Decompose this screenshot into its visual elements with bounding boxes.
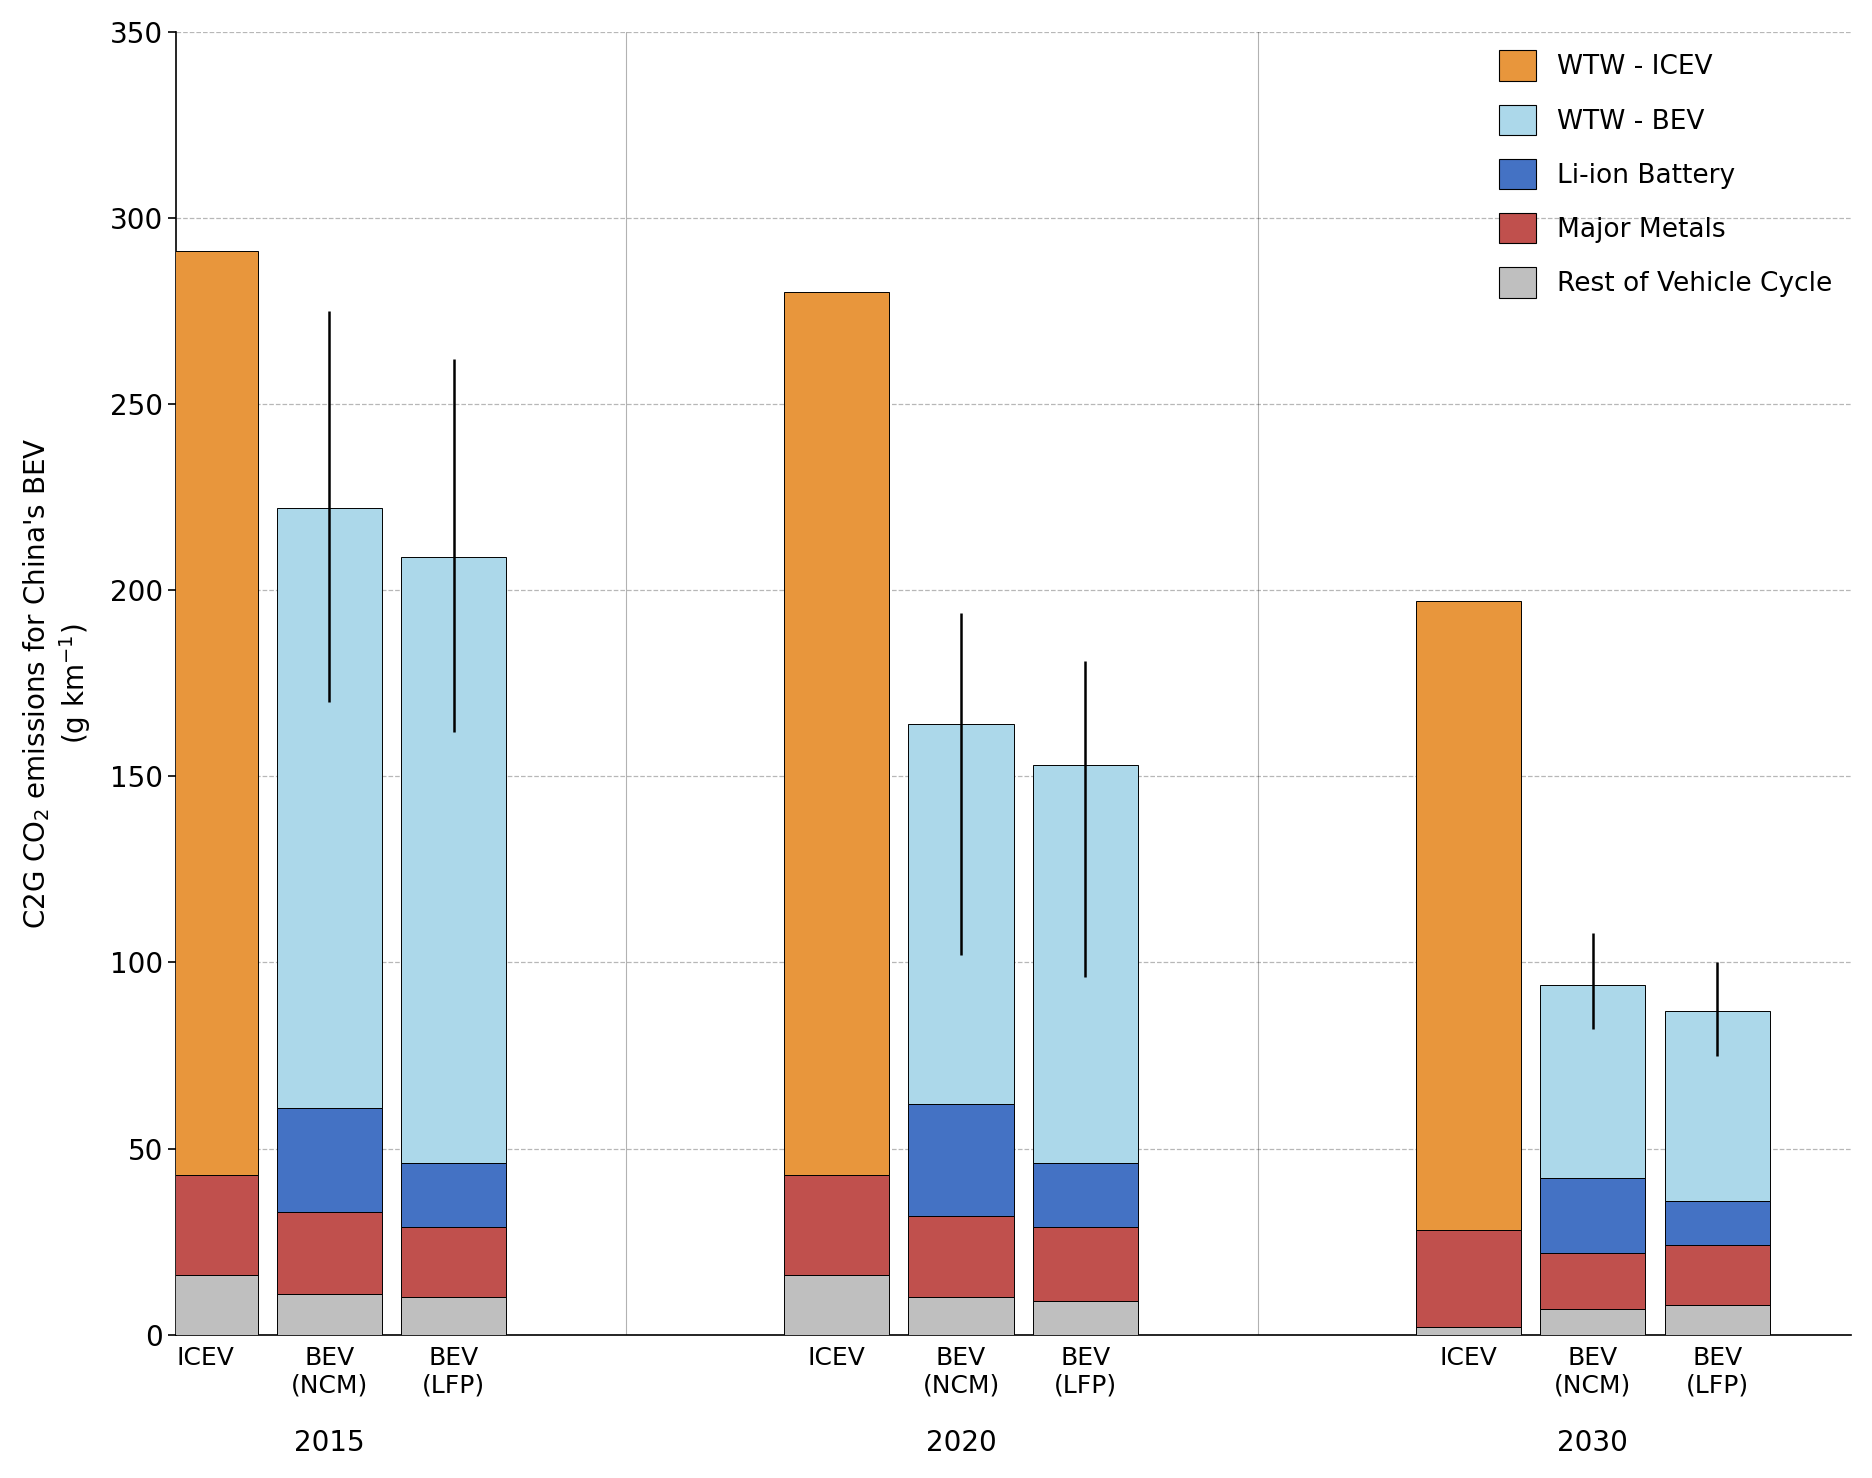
Bar (1541, 1253, 1645, 1308)
Bar (401, 1227, 507, 1298)
Bar (1664, 1246, 1769, 1305)
Legend: WTW - ICEV, WTW - BEV, Li-ion Battery, Major Metals, Rest of Vehicle Cycle: WTW - ICEV, WTW - BEV, Li-ion Battery, M… (1488, 40, 1844, 309)
Bar (152, 1175, 258, 1276)
Bar (784, 293, 889, 1175)
Bar (1664, 1011, 1769, 1200)
Bar (1541, 1308, 1645, 1335)
Bar (277, 508, 382, 1107)
Bar (277, 1212, 382, 1293)
Bar (1541, 984, 1645, 1178)
Text: 2015: 2015 (294, 1429, 365, 1457)
Bar (152, 251, 258, 1175)
Bar (908, 1298, 1015, 1335)
Bar (1541, 1178, 1645, 1253)
Y-axis label: C2G CO$_2$ emissions for China's BEV
(g km$^{-1}$): C2G CO$_2$ emissions for China's BEV (g … (21, 437, 94, 930)
Bar (1033, 1301, 1138, 1335)
Text: 2030: 2030 (1558, 1429, 1629, 1457)
Bar (1664, 1200, 1769, 1246)
Bar (1033, 1163, 1138, 1227)
Bar (277, 1107, 382, 1212)
Bar (908, 1104, 1015, 1215)
Bar (1415, 1327, 1520, 1335)
Bar (1033, 1227, 1138, 1301)
Bar (1664, 1305, 1769, 1335)
Bar (401, 557, 507, 1163)
Text: 2020: 2020 (925, 1429, 996, 1457)
Bar (277, 1293, 382, 1335)
Bar (1033, 766, 1138, 1163)
Bar (784, 1175, 889, 1276)
Bar (908, 724, 1015, 1104)
Bar (401, 1298, 507, 1335)
Bar (401, 1163, 507, 1227)
Bar (784, 1276, 889, 1335)
Bar (908, 1215, 1015, 1298)
Bar (1415, 602, 1520, 1231)
Bar (152, 1276, 258, 1335)
Bar (1415, 1231, 1520, 1327)
